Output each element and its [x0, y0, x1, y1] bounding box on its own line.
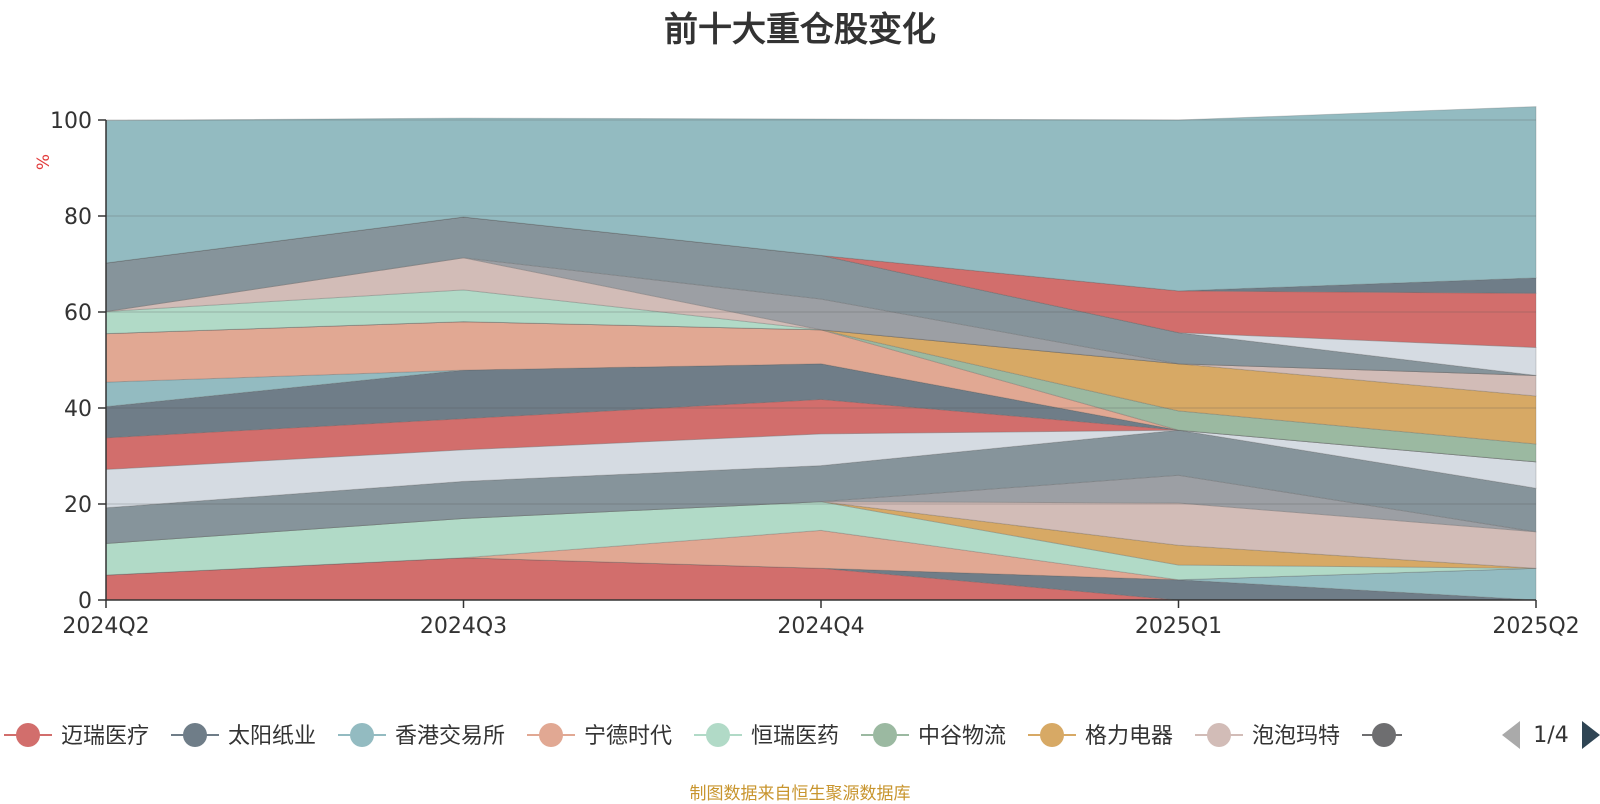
legend-circle-marker [183, 723, 207, 747]
x-tick-label: 2025Q1 [1135, 614, 1222, 639]
legend-label: 迈瑞医疗 [61, 724, 149, 749]
legend-circle-marker [350, 723, 374, 747]
data-source-note: 制图数据来自恒生聚源数据库 [689, 784, 911, 804]
y-tick-label: 40 [64, 397, 92, 422]
legend-item[interactable]: 太阳纸业 [171, 723, 316, 749]
area-series-17 [105, 321, 1537, 397]
legend-item[interactable]: 宁德时代 [527, 723, 672, 749]
legend-item[interactable]: 泡泡玛特 [1195, 723, 1340, 749]
legend-item[interactable]: 香港交易所 [338, 723, 505, 749]
y-tick-label: 20 [64, 493, 92, 518]
legend-circle-marker [1207, 723, 1231, 747]
legend-label: 恒瑞医药 [751, 724, 839, 749]
area-series-16 [105, 321, 1537, 445]
legend-prev-page-icon[interactable] [1502, 721, 1520, 749]
legend-circle-marker [16, 723, 40, 747]
grid-layer [106, 119, 1536, 505]
legend-next-page-icon[interactable] [1582, 721, 1600, 749]
area-series-10 [105, 429, 1537, 509]
x-tick-label: 2024Q4 [777, 614, 864, 639]
legend-item[interactable]: 中谷物流 [861, 723, 1006, 749]
legend-label: 中谷物流 [918, 724, 1006, 749]
area-series-14 [105, 321, 1537, 463]
legend: 迈瑞医疗 太阳纸业 香港交易所 宁德时代 恒瑞医药 中谷物流 格力电器 泡泡玛特 1/4 [4, 721, 1600, 749]
legend-circle-marker [1040, 723, 1064, 747]
y-tick-label: 80 [64, 205, 92, 230]
legend-label: 太阳纸业 [228, 724, 316, 749]
area-series-12 [105, 363, 1537, 463]
legend-circle-marker [539, 723, 563, 747]
legend-label: 香港交易所 [395, 724, 505, 749]
x-tick-label: 2025Q2 [1492, 614, 1579, 639]
y-tick-label: 100 [50, 109, 92, 134]
y-tick-label: 60 [64, 301, 92, 326]
legend-item[interactable]: 格力电器 [1028, 723, 1173, 749]
legend-label: 格力电器 [1085, 724, 1173, 749]
area-series-13 [105, 363, 1537, 463]
x-tick-label: 2024Q2 [62, 614, 149, 639]
area-series-15 [105, 321, 1537, 463]
area-layer [105, 106, 1537, 601]
legend-label: 宁德时代 [584, 724, 672, 749]
legend-item[interactable]: 迈瑞医疗 [4, 723, 149, 749]
legend-circle-marker [1372, 723, 1396, 747]
legend-item-overflow[interactable] [1362, 723, 1402, 747]
y-axis-label: % [34, 154, 54, 170]
legend-item[interactable]: 恒瑞医药 [694, 723, 839, 749]
y-tick-label: 0 [78, 589, 92, 614]
legend-circle-marker [873, 723, 897, 747]
legend-page-indicator: 1/4 [1533, 723, 1568, 748]
legend-label: 泡泡玛特 [1252, 724, 1340, 749]
area-series-18 [105, 289, 1537, 376]
axes-layer: 0 20 40 60 80 100 2024Q2 2024Q3 2024Q4 2025Q1 2025… [34, 109, 1580, 639]
area-series-25 [105, 106, 1537, 292]
chart-title: 前十大重仓股变化 [664, 10, 936, 50]
legend-circle-marker [706, 723, 730, 747]
x-tick-label: 2024Q3 [420, 614, 507, 639]
